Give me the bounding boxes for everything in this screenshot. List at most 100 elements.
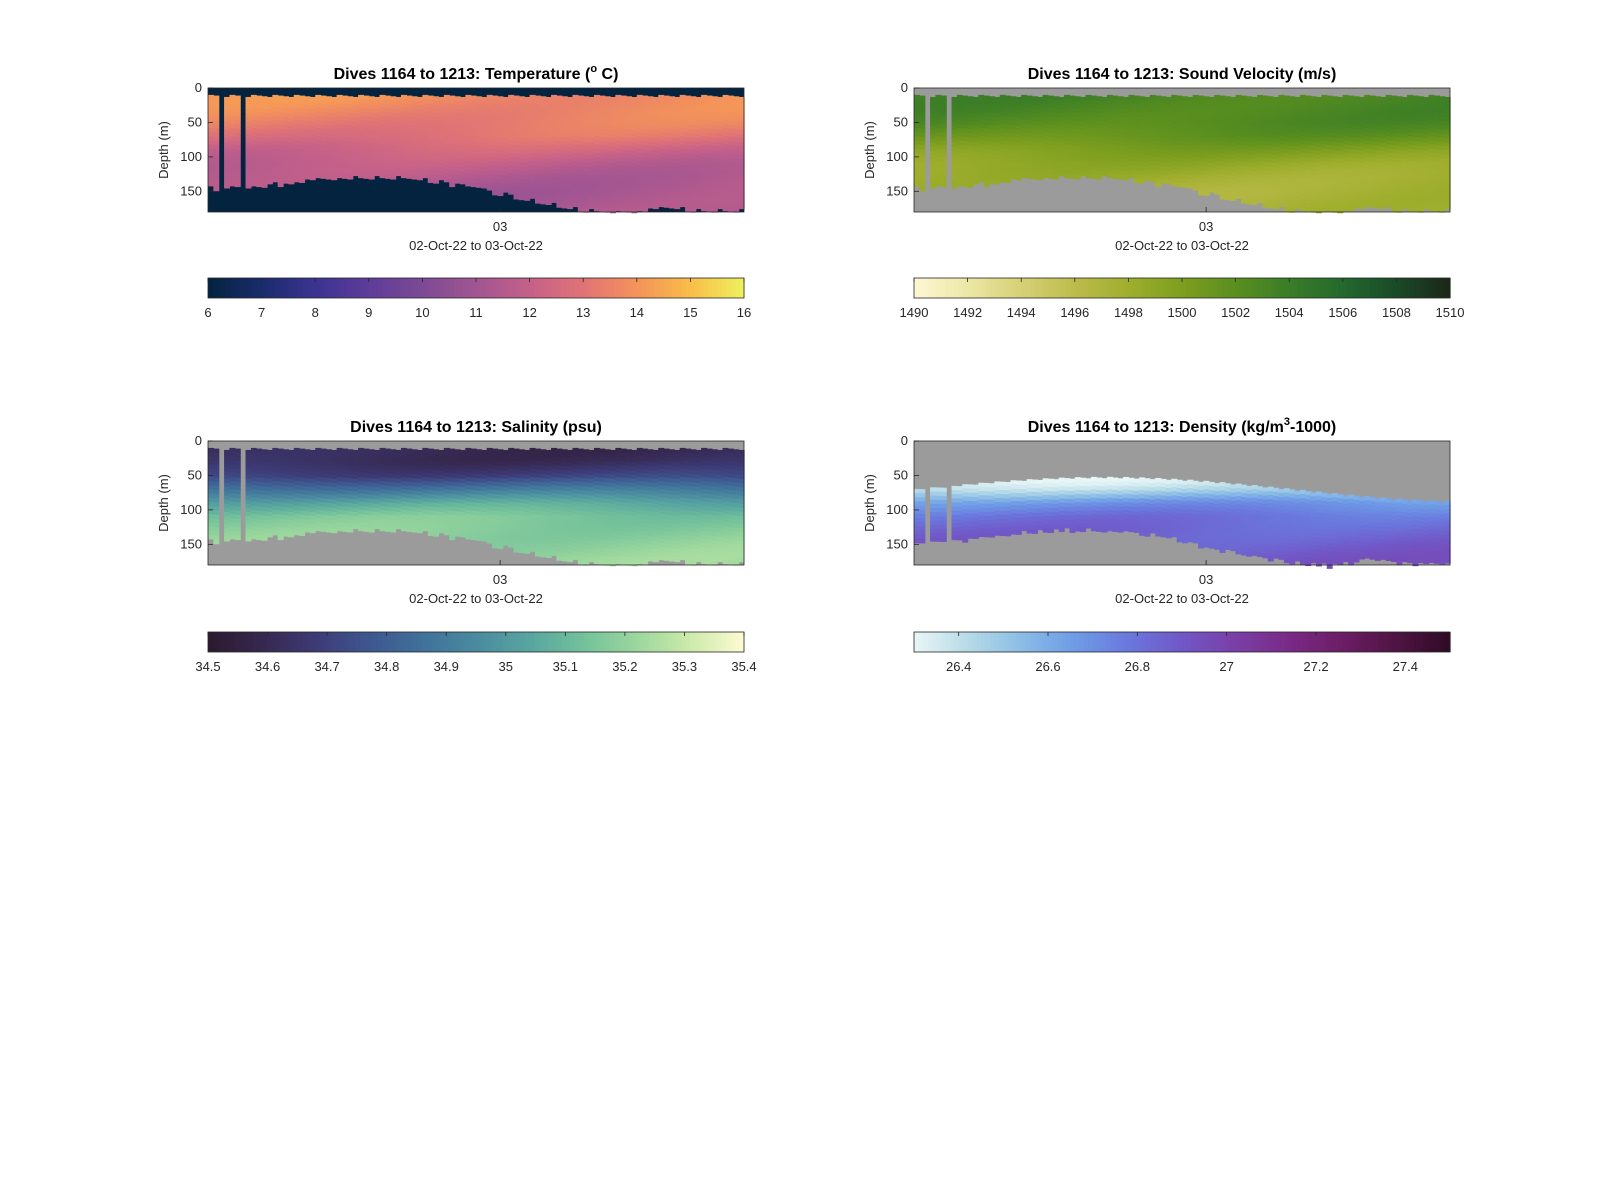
heatmap-cell (400, 152, 407, 158)
heatmap-cell (636, 103, 643, 108)
heatmap-cell (722, 165, 729, 170)
heatmap-cell (283, 162, 289, 168)
heatmap-cell (626, 125, 633, 130)
heatmap-cell (304, 108, 311, 114)
heatmap-cell (1396, 121, 1403, 126)
heatmap-cell (1342, 144, 1349, 150)
heatmap-cell (1176, 128, 1183, 134)
heatmap-cell (738, 154, 745, 160)
heatmap-cell (1294, 130, 1301, 135)
heatmap-cell (690, 154, 697, 159)
heatmap-cell (486, 99, 493, 104)
heatmap-cell (583, 203, 590, 209)
heatmap-cell (972, 121, 979, 127)
heatmap-cell (1176, 182, 1183, 188)
heatmap-cell (524, 105, 531, 110)
heatmap-cell (1401, 105, 1408, 110)
heatmap-cell (1353, 116, 1360, 122)
heatmap-cell (1042, 107, 1049, 113)
heatmap-cell (331, 105, 338, 110)
heatmap-cell (454, 158, 461, 163)
heatmap-cell (1444, 142, 1451, 148)
heatmap-cell (342, 141, 348, 146)
heatmap-cell (727, 136, 734, 142)
heatmap-cell (1299, 181, 1306, 187)
heatmap-cell (727, 141, 734, 146)
heatmap-cell (358, 111, 365, 117)
heatmap-cell (1031, 150, 1038, 155)
heatmap-cell (583, 195, 590, 201)
heatmap-cell (1080, 171, 1087, 177)
heatmap-cell (1423, 196, 1430, 201)
heatmap-cell (438, 109, 445, 115)
heatmap-cell (1391, 194, 1397, 200)
heatmap-cell (347, 104, 354, 110)
heatmap-cell (283, 108, 289, 114)
heatmap-cell (999, 165, 1006, 170)
heatmap-cell (1273, 158, 1280, 164)
heatmap-cell (956, 181, 963, 187)
heatmap-cell (610, 121, 616, 127)
heatmap-cell (1412, 120, 1419, 126)
heatmap-cell (1428, 152, 1435, 158)
heatmap-cell (208, 156, 214, 162)
heatmap-cell (497, 104, 504, 110)
heatmap-cell (534, 141, 541, 146)
heatmap-cell (1015, 101, 1022, 106)
heatmap-cell (1433, 153, 1440, 159)
heatmap-cell (1358, 179, 1365, 185)
heatmap-cell (1273, 187, 1280, 193)
heatmap-cell (208, 99, 214, 104)
heatmap-cell (983, 124, 990, 130)
heatmap-cell (481, 154, 488, 160)
heatmap-cell (1096, 154, 1103, 159)
heatmap-cell (652, 109, 659, 115)
heatmap-cell (545, 171, 552, 177)
heatmap-cell (1369, 153, 1376, 159)
heatmap-cell (561, 191, 568, 197)
heatmap-cell (486, 127, 493, 133)
heatmap-cell (224, 130, 231, 135)
heatmap-cell (615, 156, 622, 162)
heatmap-cell (379, 156, 386, 162)
heatmap-cell (384, 99, 391, 105)
heatmap-cell (615, 165, 622, 170)
heatmap-cell (1117, 158, 1124, 163)
heatmap-cell (1203, 108, 1210, 114)
heatmap-cell (1090, 157, 1097, 163)
heatmap-cell (1332, 154, 1339, 159)
heatmap-cell (1010, 166, 1017, 172)
heatmap-cell (1348, 132, 1355, 138)
heatmap-cell (626, 137, 633, 143)
heatmap-cell (1230, 167, 1237, 172)
heatmap-cell (1123, 163, 1129, 168)
colorbar-segment (1052, 278, 1058, 298)
heatmap-cell (1203, 112, 1210, 118)
heatmap-cell (1053, 145, 1060, 151)
heatmap-cell (283, 104, 289, 110)
heatmap-cell (561, 162, 568, 168)
heatmap-cell (481, 146, 488, 152)
heatmap-cell (384, 161, 391, 167)
heatmap-cell (1348, 153, 1355, 159)
heatmap-cell (465, 165, 472, 170)
heatmap-cell (593, 206, 600, 212)
heatmap-cell (685, 190, 691, 196)
heatmap-cell (642, 120, 649, 126)
heatmap-cell (1058, 138, 1065, 144)
heatmap-cell (1326, 161, 1333, 167)
heatmap-cell (1364, 156, 1371, 162)
heatmap-cell (962, 132, 969, 138)
heatmap-cell (245, 138, 252, 144)
heatmap-cell (1407, 99, 1414, 104)
heatmap-cell (411, 125, 418, 130)
heatmap-cell (967, 133, 974, 139)
colorbar-segment (1030, 278, 1036, 298)
heatmap-cell (1428, 181, 1435, 187)
heatmap-cell (1380, 142, 1387, 148)
heatmap-cell (1106, 152, 1113, 158)
heatmap-cell (277, 107, 284, 113)
heatmap-cell (1326, 107, 1333, 113)
heatmap-cell (208, 136, 214, 141)
heatmap-cell (940, 124, 947, 130)
